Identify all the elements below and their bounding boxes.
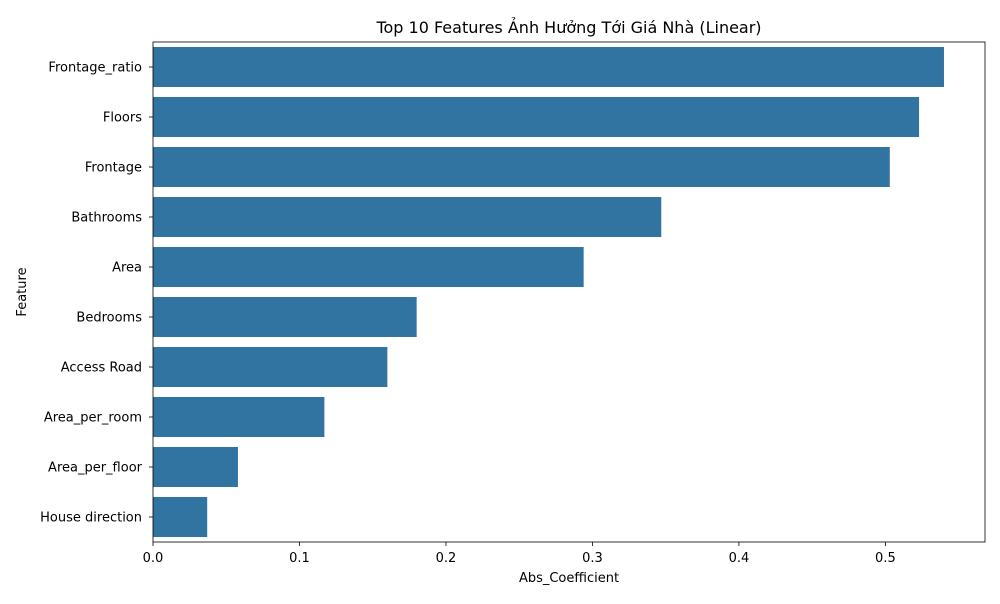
bar-bedrooms (153, 297, 417, 337)
bar-area-per-floor (153, 447, 238, 487)
y-ticks-group: Frontage_ratio Floors Frontage Bathrooms Are… (40, 61, 153, 526)
chart-title: Top 10 Features Ảnh Hưởng Tới Giá Nhà (L… (375, 17, 761, 37)
x-tick-label: 0.2 (436, 551, 457, 566)
x-tick-label: 0.0 (143, 551, 164, 566)
y-tick-label: Bathrooms (71, 211, 142, 226)
bar-access-road (153, 347, 388, 387)
bar-floors (153, 97, 920, 137)
bars-group (153, 47, 944, 537)
bar-house-direction (153, 497, 208, 537)
bar-bathrooms (153, 197, 662, 237)
y-tick-label: Bedrooms (76, 311, 142, 326)
x-tick-label: 0.3 (582, 551, 603, 566)
y-tick-label: Access Road (61, 361, 142, 376)
x-tick-label: 0.4 (729, 551, 750, 566)
y-tick-label: Area_per_floor (48, 461, 143, 476)
x-ticks-group: 0.0 0.1 0.2 0.3 0.4 0.5 (143, 542, 896, 566)
y-tick-label: Area (112, 261, 142, 276)
bar-frontage (153, 147, 890, 187)
x-axis-label: Abs_Coefficient (519, 571, 619, 586)
bar-frontage-ratio (153, 47, 944, 87)
bar-area (153, 247, 584, 287)
y-tick-label: Frontage_ratio (48, 61, 142, 76)
x-tick-label: 0.5 (875, 551, 896, 566)
x-tick-label: 0.1 (289, 551, 310, 566)
y-tick-label: Frontage (85, 161, 142, 176)
y-tick-label: Area_per_room (44, 411, 142, 426)
bar-area-per-room (153, 397, 325, 437)
plot-frame (152, 41, 986, 543)
y-axis-label: Feature (15, 267, 30, 316)
y-tick-label: House direction (40, 511, 142, 526)
y-tick-label: Floors (103, 111, 142, 126)
